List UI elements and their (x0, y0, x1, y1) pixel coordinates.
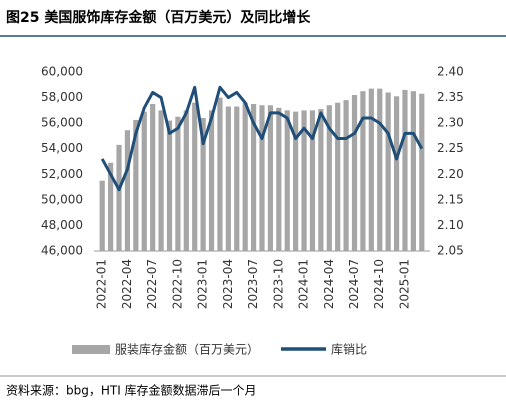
bar (267, 105, 274, 251)
bar (385, 92, 391, 251)
bar (393, 96, 400, 252)
bar (116, 144, 122, 251)
bar (141, 111, 147, 251)
bar (284, 110, 290, 251)
x-tick-label: 2024-07 (347, 259, 361, 309)
bar (326, 105, 332, 251)
bar (242, 102, 248, 251)
x-tick-label: 2023-01 (196, 259, 210, 309)
bar (301, 110, 307, 251)
bar (360, 91, 366, 251)
bar (234, 106, 240, 252)
bar (124, 130, 131, 251)
bar (150, 103, 156, 251)
y-tick-label: 54,000 (41, 141, 83, 155)
x-tick-label: 2022-10 (170, 259, 184, 309)
bar (166, 120, 173, 251)
bar (133, 119, 139, 251)
source: 资料来源：bbg，HTI 库存金额数据滞后一个月 (6, 383, 257, 398)
bar (250, 103, 257, 251)
y-tick-label: 2.25 (437, 141, 464, 155)
legend-label: 库销比 (331, 342, 367, 357)
bar (200, 118, 206, 252)
x-tick-label: 2023-07 (246, 259, 260, 309)
bar (108, 162, 114, 251)
y-tick-label: 56,000 (41, 116, 83, 130)
y-tick-label: 52,000 (41, 167, 83, 181)
bar (410, 91, 416, 251)
y-tick-label: 2.15 (437, 192, 464, 206)
bar (217, 97, 223, 251)
bar (175, 116, 181, 251)
chart-title: 图25 美国服饰库存金额（百万美元）及同比增长 (6, 9, 311, 26)
y-tick-label: 58,000 (41, 90, 83, 104)
x-tick-label: 2025-01 (397, 259, 411, 309)
x-tick-label: 2022-07 (145, 259, 159, 309)
y-tick-label: 50,000 (41, 192, 83, 206)
line (100, 85, 424, 192)
bar (99, 180, 105, 251)
y-tick-label: 46,000 (41, 244, 83, 258)
bar (368, 88, 374, 251)
y-tick-label: 2.35 (437, 90, 464, 104)
bar (343, 100, 349, 251)
bar (318, 109, 324, 251)
y-tick-label: 2.05 (437, 244, 464, 258)
x-tick-label: 2024-04 (322, 259, 336, 309)
x-tick-label: 2022-04 (120, 259, 134, 309)
bar (351, 95, 358, 251)
bar (377, 88, 383, 251)
bar (225, 106, 231, 252)
y-tick-label: 2.30 (437, 116, 464, 130)
y-tick-label: 60,000 (41, 65, 83, 79)
bar (158, 110, 164, 251)
bar (402, 89, 408, 252)
y-tick-label: 2.20 (437, 167, 464, 181)
legend-swatch (72, 345, 110, 354)
bar (419, 93, 425, 251)
bar (183, 110, 189, 251)
bar (259, 105, 265, 251)
legend-label: 服装库存金额（百万美元） (115, 342, 259, 357)
bar (208, 110, 215, 251)
x-tick-label: 2023-04 (221, 259, 235, 309)
x-tick-label: 2024-01 (297, 259, 311, 309)
bar (309, 110, 316, 251)
x-tick-label: 2022-01 (95, 259, 109, 309)
bar (335, 102, 341, 251)
y-tick-label: 48,000 (41, 218, 83, 232)
bar (192, 102, 198, 251)
bar (276, 107, 282, 251)
bar (293, 111, 299, 251)
y-tick-label: 2.10 (437, 218, 464, 232)
x-tick-label: 2023-10 (271, 259, 285, 309)
x-tick-label: 2024-10 (372, 259, 386, 309)
y-tick-label: 2.40 (437, 65, 464, 79)
